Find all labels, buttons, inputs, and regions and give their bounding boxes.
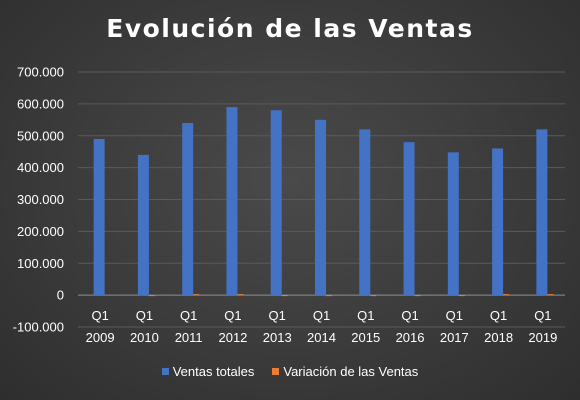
legend-swatch-variacion	[272, 368, 280, 375]
x-tick-label-year: 2011	[175, 330, 203, 345]
y-tick-label: 700.000	[17, 65, 64, 80]
x-tick-label-quarter: Q1	[446, 308, 463, 323]
x-tick-label-quarter: Q1	[357, 308, 374, 323]
bar-ventas-totales	[93, 138, 105, 296]
x-tick-label-year: 2017	[440, 330, 469, 345]
bar-ventas-totales	[137, 154, 149, 296]
legend-swatch-ventas-totales	[161, 368, 169, 375]
x-tick-label-quarter: Q1	[401, 308, 418, 323]
bar-variacion	[148, 295, 155, 297]
x-tick-label-year: 2016	[396, 330, 425, 345]
bar-ventas-totales	[447, 152, 459, 296]
x-tick-label-year: 2010	[130, 330, 159, 345]
bar-ventas-totales	[182, 123, 194, 296]
x-tick-label-quarter: Q1	[269, 308, 286, 323]
legend-label-ventas-totales: Ventas totales	[172, 364, 255, 379]
x-tick-label-year: 2012	[218, 330, 247, 345]
bar-variacion	[370, 295, 377, 297]
x-tick-label-year: 2018	[484, 330, 513, 345]
x-tick-label-quarter: Q1	[224, 308, 241, 323]
bar-ventas-totales	[403, 142, 415, 296]
x-tick-label-year: 2009	[86, 330, 115, 345]
bar-variacion	[237, 294, 244, 296]
x-tick-label-quarter: Q1	[490, 308, 507, 323]
x-tick-label-quarter: Q1	[91, 308, 108, 323]
bar-ventas-totales	[226, 107, 238, 296]
bar-variacion	[547, 294, 554, 296]
legend: Ventas totales Variación de las Ventas	[0, 364, 580, 379]
x-tick-label-year: 2015	[351, 330, 380, 345]
bar-ventas-totales	[536, 129, 548, 296]
x-tick-label-quarter: Q1	[313, 308, 330, 323]
legend-item-ventas-totales[interactable]: Ventas totales	[161, 364, 255, 379]
bar-ventas-totales	[492, 148, 504, 296]
x-tick-label-year: 2019	[528, 330, 557, 345]
x-tick-label-year: 2014	[307, 330, 336, 345]
y-tick-label: 100.000	[17, 256, 64, 271]
y-tick-label: 400.000	[17, 160, 64, 175]
y-tick-label: 200.000	[17, 224, 64, 239]
bar-variacion	[281, 295, 288, 297]
y-tick-label: 0	[57, 288, 64, 303]
bar-variacion	[193, 294, 200, 296]
bar-variacion	[326, 295, 332, 297]
bar-ventas-totales	[359, 129, 371, 296]
legend-label-variacion: Variación de las Ventas	[283, 364, 419, 379]
y-tick-label: 500.000	[17, 128, 64, 143]
bar-variacion	[503, 294, 510, 296]
bar-ventas-totales	[270, 110, 282, 296]
y-tick-label: 300.000	[17, 192, 64, 207]
x-tick-label-year: 2013	[263, 330, 292, 345]
y-tick-label: 600.000	[17, 96, 64, 111]
bar-ventas-totales	[315, 119, 326, 296]
x-tick-label-quarter: Q1	[136, 308, 153, 323]
bar-variacion	[414, 295, 421, 297]
x-tick-label-quarter: Q1	[534, 308, 551, 323]
legend-item-variacion[interactable]: Variación de las Ventas	[272, 364, 418, 379]
chart-title: Evolución de las Ventas	[106, 14, 474, 43]
y-tick-label: -100.000	[13, 320, 64, 335]
x-tick-label-quarter: Q1	[180, 308, 197, 323]
bar-variacion	[458, 295, 465, 297]
